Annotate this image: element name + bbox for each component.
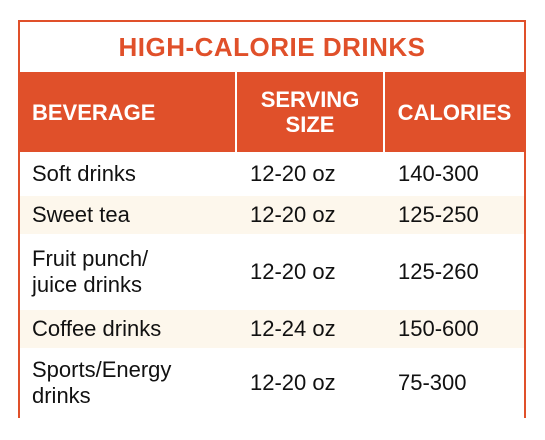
table-row: Sports/Energy drinks 12-20 oz 75-300 [20, 348, 524, 418]
serving-size-cell: 12-24 oz [250, 316, 336, 341]
table-row: Fruit punch/ juice drinks 12-20 oz 125-2… [20, 234, 524, 310]
calories-cell: 125-250 [398, 202, 479, 227]
column-header-serving-size: SERVING SIZE [235, 72, 384, 152]
beverage-name: Coffee drinks [32, 316, 162, 341]
beverage-name: Soft drinks [32, 161, 136, 186]
beverage-name-line1: Fruit punch/ [32, 246, 149, 271]
calories-cell: 125-260 [398, 259, 479, 284]
serving-size-cell: 12-20 oz [250, 161, 336, 186]
table-row: Sweet tea 12-20 oz 125-250 [20, 196, 524, 234]
header-row: BEVERAGE SERVING SIZE CALORIES [20, 72, 524, 152]
calories-cell: 75-300 [398, 370, 467, 395]
beverage-cell: Soft drinks [20, 152, 236, 196]
serving-size-label-line2: SIZE [285, 112, 335, 137]
beverage-name-line2: drinks [32, 383, 91, 408]
serving-size-cell: 12-20 oz [250, 202, 336, 227]
beverage-cell: Fruit punch/ juice drinks [20, 234, 236, 310]
table-title: HIGH-CALORIE DRINKS [118, 31, 426, 62]
column-header-calories: CALORIES [383, 72, 524, 152]
calories-cell: 140-300 [398, 161, 479, 186]
serving-size-label-line1: SERVING [260, 87, 360, 112]
beverage-cell: Sweet tea [20, 196, 236, 234]
serving-size-cell: 12-20 oz [250, 370, 336, 395]
beverage-name: Sweet tea [32, 202, 130, 227]
beverage-name-line2: juice drinks [32, 272, 143, 297]
beverage-name-line1: Sports/Energy [32, 357, 172, 382]
table-row: Coffee drinks 12-24 oz 150-600 [20, 310, 524, 348]
drinks-table: BEVERAGE SERVING SIZE CALORIES Soft drin… [20, 72, 524, 418]
column-header-beverage: BEVERAGE [20, 72, 236, 152]
table-row: Soft drinks 12-20 oz 140-300 [20, 152, 524, 196]
calories-cell: 150-600 [398, 316, 479, 341]
beverage-cell: Sports/Energy drinks [20, 348, 236, 418]
beverage-cell: Coffee drinks [20, 310, 236, 348]
serving-size-cell: 12-20 oz [250, 259, 336, 284]
calorie-table-card: HIGH-CALORIE DRINKS BEVERAGE SERVING SIZ… [18, 20, 526, 418]
